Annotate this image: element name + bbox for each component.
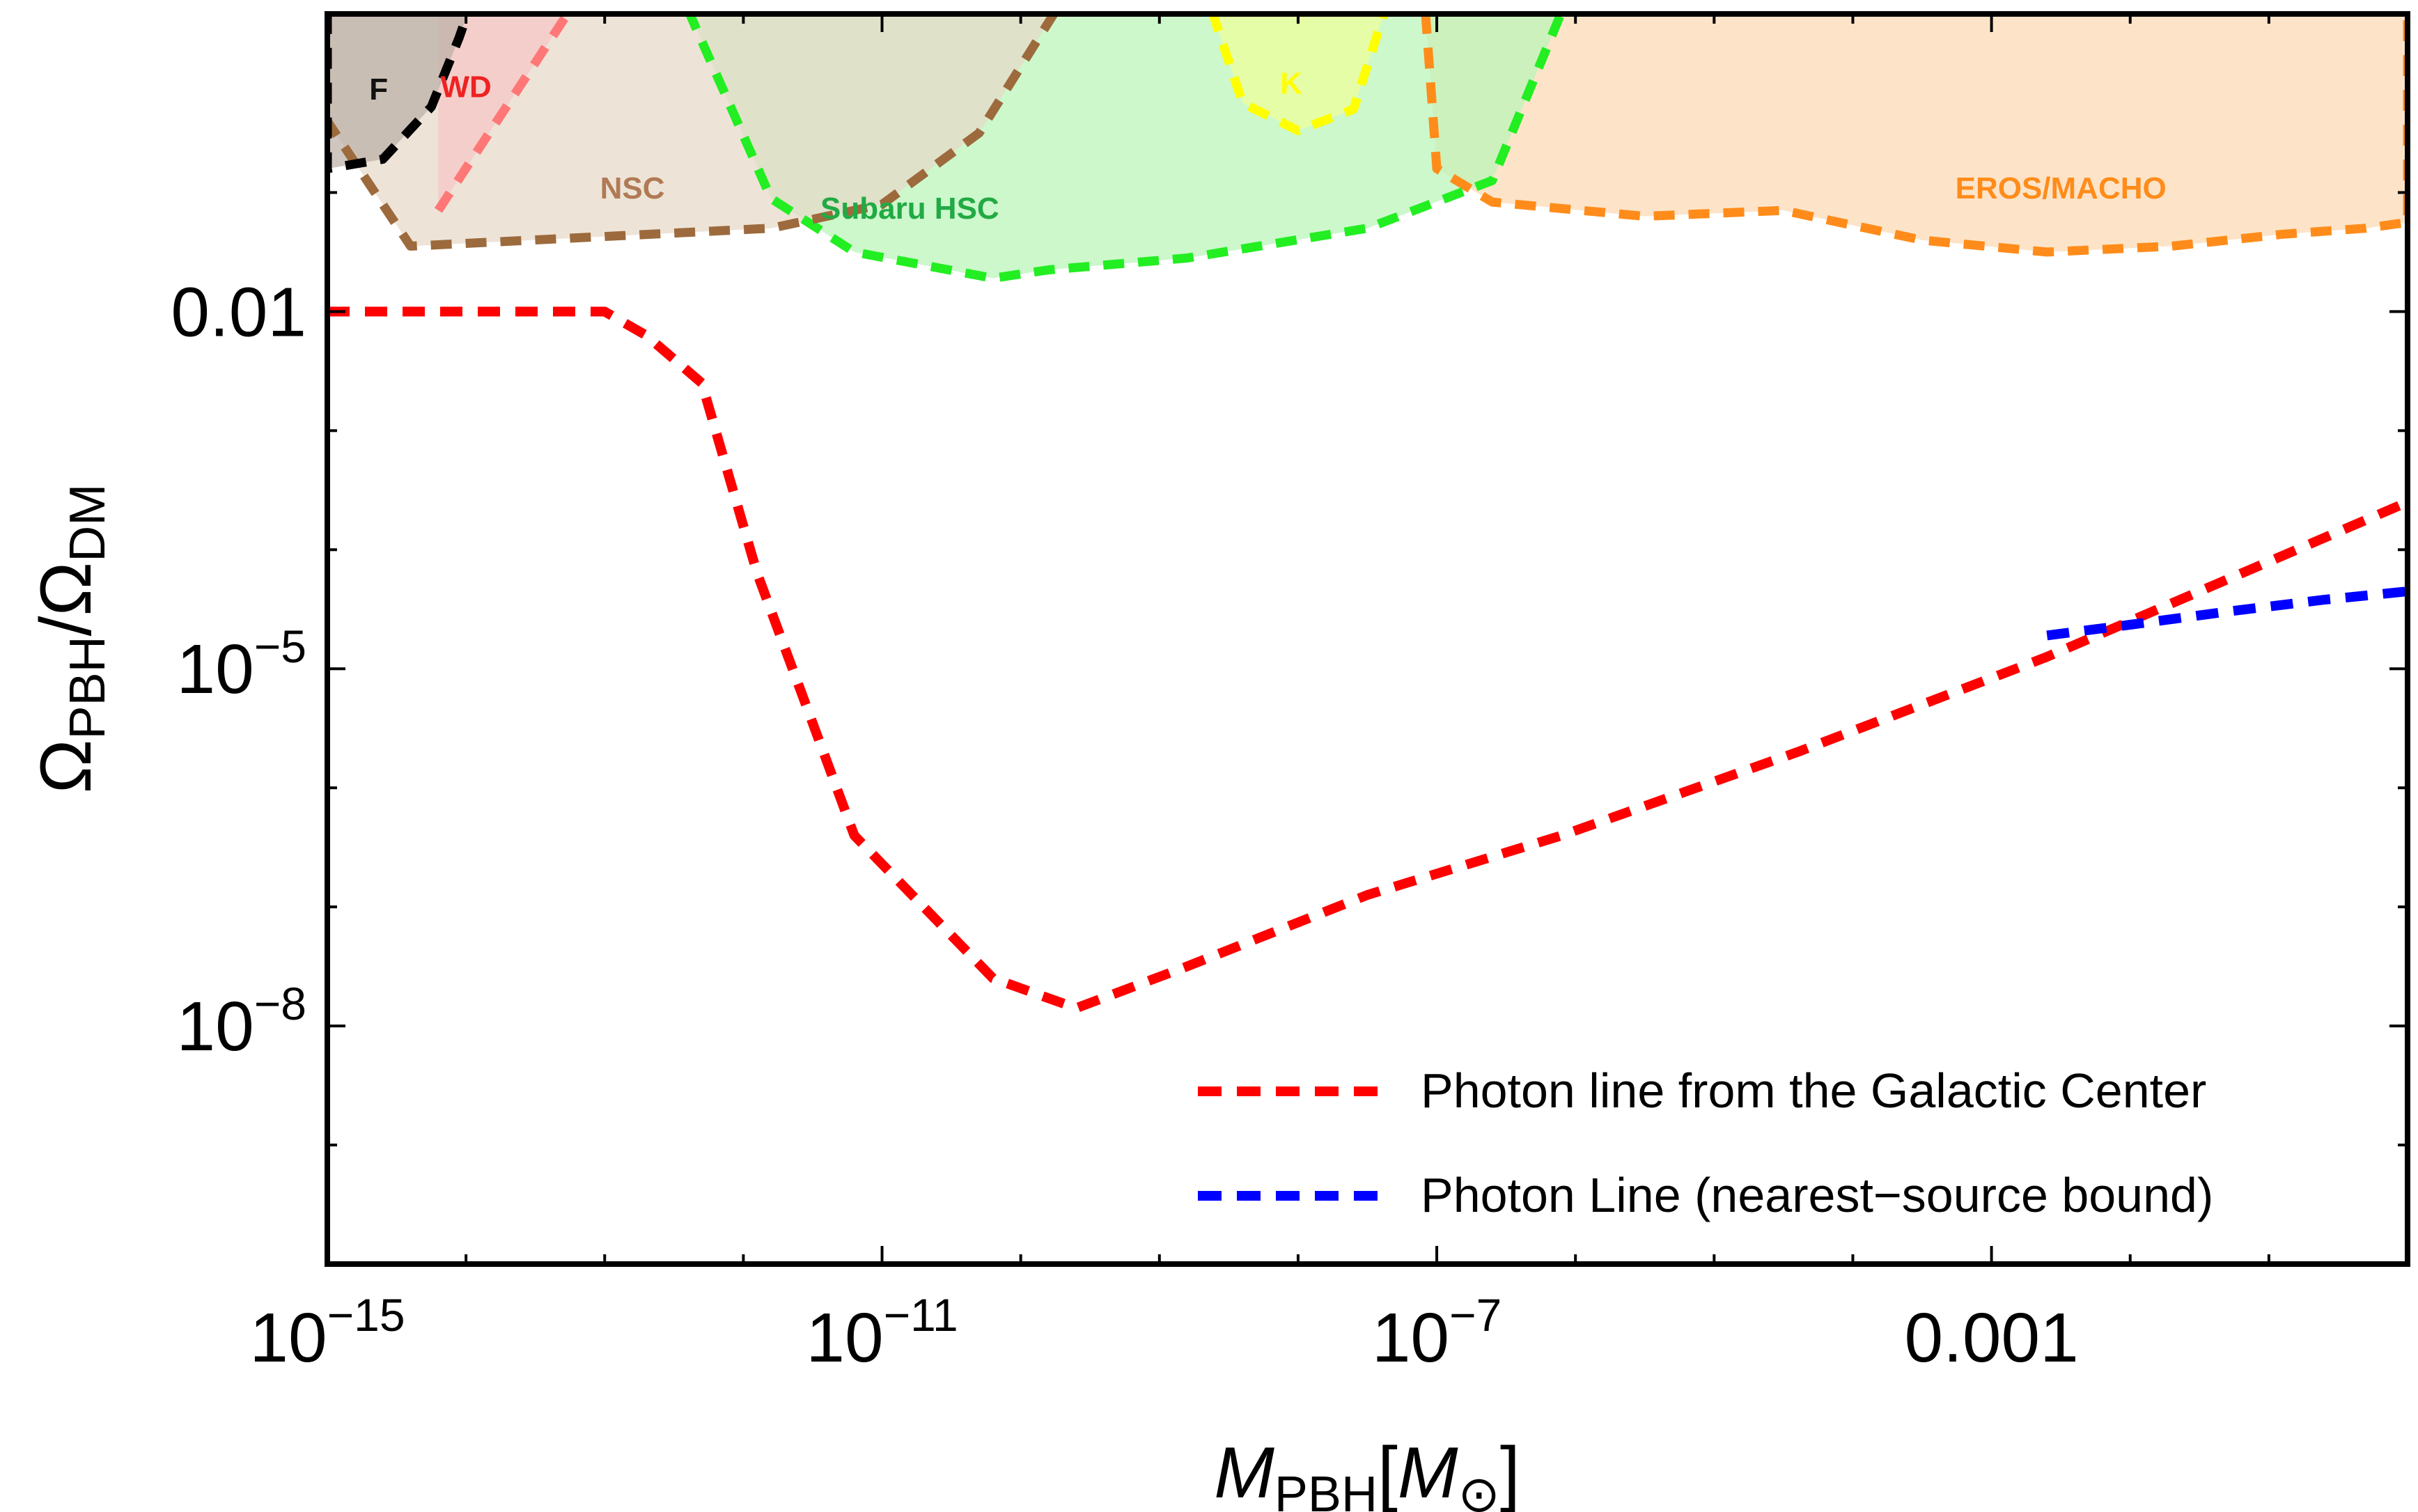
region-edge-eros-macho: [1421, 14, 2408, 257]
region-label-nsc: NSC: [600, 171, 665, 205]
x-tick-label: 0.001: [1904, 1299, 2078, 1377]
region-label-eros-macho: EROS/MACHO: [1956, 171, 2167, 205]
region-edge-nsc: [327, 14, 1059, 251]
series-line-photon-line-from-the-galactic-center: [327, 306, 2408, 1013]
x-tick-label: 10−7: [1372, 1289, 1502, 1377]
y-tick-label: 10−5: [177, 621, 306, 708]
x-axis-title: MPBH[M⊙]: [1214, 1433, 1520, 1512]
series-line-photon-line-nearest-source-bound: [2046, 586, 2408, 641]
region-labels: EROS/MACHO Subaru HSC NSC K WD F: [369, 67, 2166, 226]
x-tick-label: 10−11: [806, 1289, 958, 1377]
constraint-regions: [327, 14, 2408, 283]
data-series: [327, 306, 2408, 1013]
region-label-k: K: [1280, 67, 1302, 101]
y-tick-label: 0.01: [171, 273, 306, 351]
region-f: [327, 14, 468, 169]
region-label-f: F: [369, 72, 388, 107]
plot-frame: [325, 11, 2410, 1267]
region-edge-k: [1208, 14, 1389, 135]
region-eros-macho: [1425, 14, 2408, 252]
y-tick-label: 10−8: [177, 978, 306, 1066]
region-edge-f: [327, 14, 473, 173]
legend-label-nearest-source: Photon Line (nearest−source bound): [1421, 1168, 2213, 1222]
axis-tick-labels: 10−15 10−11 10−7 0.001 0.01 10−5 10−8: [171, 273, 2078, 1377]
legend-label-galactic-center: Photon line from the Galactic Center: [1421, 1063, 2206, 1118]
region-edge-subaru-hsc: [685, 14, 1566, 283]
axis-ticks: [326, 14, 2408, 1264]
y-axis-title: ΩPBH/ΩDM: [26, 484, 116, 793]
region-label-wd: WD: [440, 70, 491, 104]
x-tick-label: 10−15: [249, 1289, 405, 1377]
region-label-subaru-hsc: Subaru HSC: [820, 192, 999, 226]
region-k: [1212, 14, 1384, 131]
legend: Photon line from the Galactic Center Pho…: [1198, 1063, 2213, 1222]
